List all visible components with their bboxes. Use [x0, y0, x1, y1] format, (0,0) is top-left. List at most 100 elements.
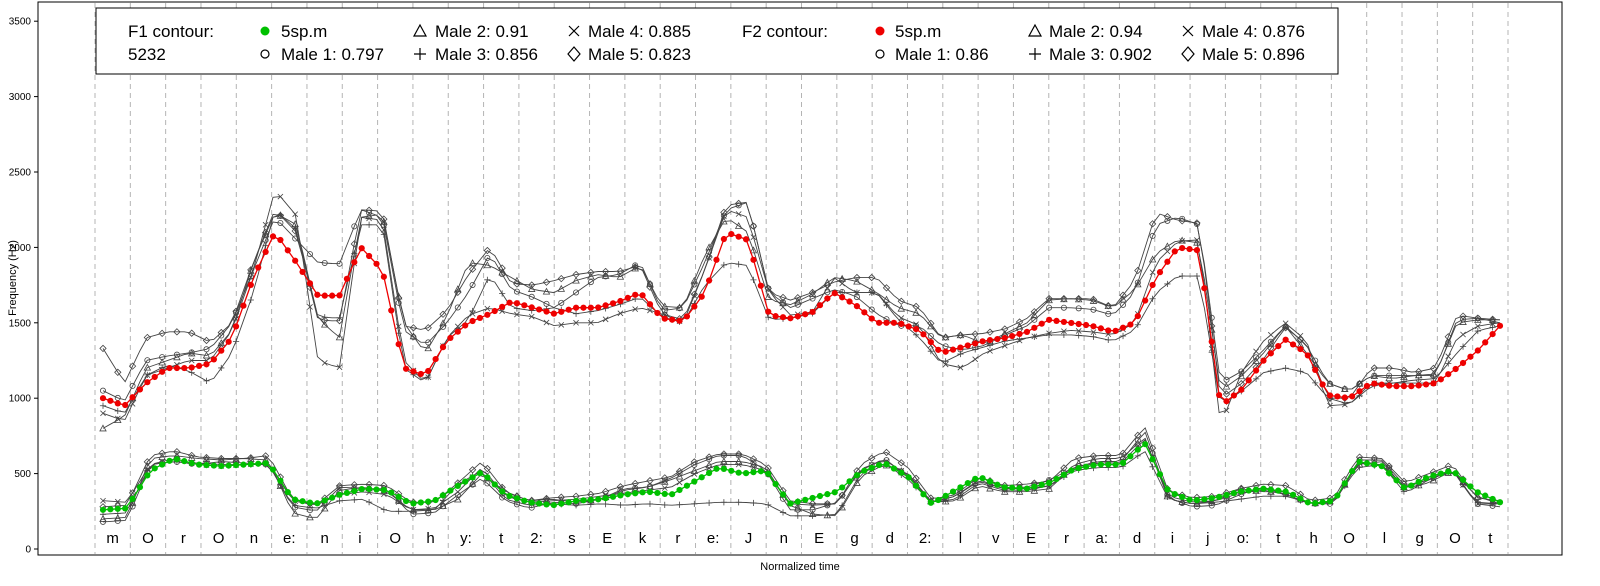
segment-label: i — [1171, 530, 1174, 547]
f1-male-5-point — [646, 477, 654, 485]
f1-5sp-m-point — [1437, 470, 1444, 477]
f2-5sp-m-point — [136, 386, 144, 393]
f1-5sp-m-point — [1031, 483, 1038, 490]
f2-male-3-point — [1149, 295, 1156, 302]
f2-5sp-m-point — [972, 340, 979, 347]
f2-male-2-point — [675, 303, 684, 311]
f2-5sp-m-point — [942, 348, 949, 355]
f1-male-5-point — [1075, 454, 1083, 462]
f1-5sp-m-point — [787, 500, 794, 507]
f2-5sp-m-point — [122, 401, 129, 409]
f1-5sp-m-point — [624, 491, 631, 498]
f2-male-5-point — [1089, 295, 1098, 304]
f2-male-4-point — [484, 305, 491, 312]
f2-male-2-point — [1459, 318, 1467, 325]
f2-male-4-point — [454, 323, 461, 330]
f2-male-2-point — [527, 285, 536, 292]
f2-male-5-point — [956, 331, 965, 339]
f2-male-4-point — [1194, 237, 1200, 243]
segment-label: t — [499, 530, 504, 547]
f2-male-4-point — [366, 215, 372, 222]
f2-male-2-point — [853, 277, 861, 285]
f2-5sp-m-point — [935, 346, 942, 353]
f2-male-2-point — [1326, 379, 1334, 387]
f2-male-3-point — [1179, 272, 1186, 280]
f2-male-1-point — [558, 299, 565, 306]
f2-male-1-point — [395, 299, 402, 306]
f2-5sp-m-point — [476, 314, 484, 322]
f2-male-5-point — [912, 302, 920, 311]
f2-male-2-point — [1444, 339, 1453, 347]
f2-5sp-m-point — [1193, 247, 1201, 254]
f1-male-5-point — [483, 464, 492, 473]
f2-5sp-m-point — [1001, 334, 1008, 342]
f1-male-3-point — [779, 509, 787, 516]
f2-male-2-point — [1148, 255, 1157, 263]
y-tick-label: 3000 — [9, 92, 32, 103]
f1-5sp-m-point — [1297, 495, 1304, 502]
f2-male-4-point — [1253, 348, 1259, 355]
f1-male-3-point — [365, 499, 373, 506]
f2-5sp-m-point — [994, 335, 1001, 343]
f1-5sp-m-point — [876, 461, 883, 469]
f2-male-4-point — [883, 300, 890, 307]
f2-male-2-point — [1134, 280, 1142, 288]
f2-male-2-point — [439, 319, 447, 327]
f2-male-5-point — [705, 253, 713, 261]
f1-5sp-m-point — [476, 470, 484, 477]
f1-5sp-m-point — [890, 465, 897, 472]
f1-male-2-point — [986, 484, 994, 492]
f1-5sp-m-point — [639, 489, 646, 496]
f2-male-1-line — [102, 202, 1501, 401]
f2-series-male-3 — [99, 211, 1501, 415]
segment-label: e: — [283, 530, 296, 547]
f2-5sp-m-point — [1408, 383, 1415, 390]
f1-5sp-m-point — [247, 461, 254, 468]
f1-male-5-line — [102, 427, 1501, 508]
f2-5sp-m-point — [602, 302, 609, 309]
f1-5sp-m-point — [853, 472, 861, 479]
f2-5sp-m-point — [506, 299, 513, 306]
f1-5sp-m-point — [269, 466, 277, 473]
f2-5sp-m-point — [521, 302, 528, 309]
f2-male-4-point — [336, 364, 343, 371]
legend-f1-male2-label: Male 2: 0.91 — [435, 22, 529, 41]
f1-male-2-point — [128, 498, 137, 506]
f2-male-1-point — [528, 293, 535, 300]
f1-male-5-point — [956, 487, 965, 495]
f1-5sp-m-point — [292, 496, 299, 503]
f2-5sp-m-point — [661, 315, 668, 322]
f1-5sp-m-point — [1445, 468, 1452, 475]
f2-male-3-point — [1415, 376, 1422, 383]
f2-male-5-point — [897, 297, 905, 305]
f1-5sp-m-point — [1341, 480, 1348, 487]
f1-male-3-point — [735, 499, 742, 506]
f2-male-2-point — [1341, 385, 1349, 392]
legend-f1-male4-label: Male 4: 0.885 — [588, 22, 691, 41]
plot-frame — [37, 1, 1563, 556]
f1-5sp-m-point — [1201, 496, 1208, 503]
f2-male-5-point — [143, 333, 152, 342]
f2-male-5-point — [276, 211, 285, 220]
f2-male-4-point — [395, 323, 402, 330]
f2-male-5-point — [1119, 291, 1127, 299]
f2-5sp-m-point — [439, 344, 447, 351]
f2-male-4-point — [1179, 238, 1186, 244]
f2-5sp-m-point — [144, 379, 151, 386]
f2-male-2-point — [794, 297, 802, 305]
f2-5sp-m-point — [1400, 383, 1408, 390]
f2-male-3-point — [469, 307, 476, 315]
f2-male-1-point — [1090, 306, 1097, 313]
f2-male-5-point — [291, 227, 299, 235]
f2-male-5-point — [1134, 266, 1142, 275]
f2-male-2-point — [690, 276, 699, 284]
f1-male-3-point — [617, 501, 624, 509]
f2-male-5-point — [247, 266, 255, 274]
series-layer — [99, 193, 1504, 525]
f1-5sp-m-point — [935, 496, 942, 504]
f2-male-5-point — [823, 281, 832, 289]
f1-male-5-point — [557, 493, 565, 501]
f2-male-4-point — [1282, 320, 1289, 327]
f2-male-3-point — [1267, 367, 1274, 375]
f2-male-4-point — [1223, 407, 1230, 414]
